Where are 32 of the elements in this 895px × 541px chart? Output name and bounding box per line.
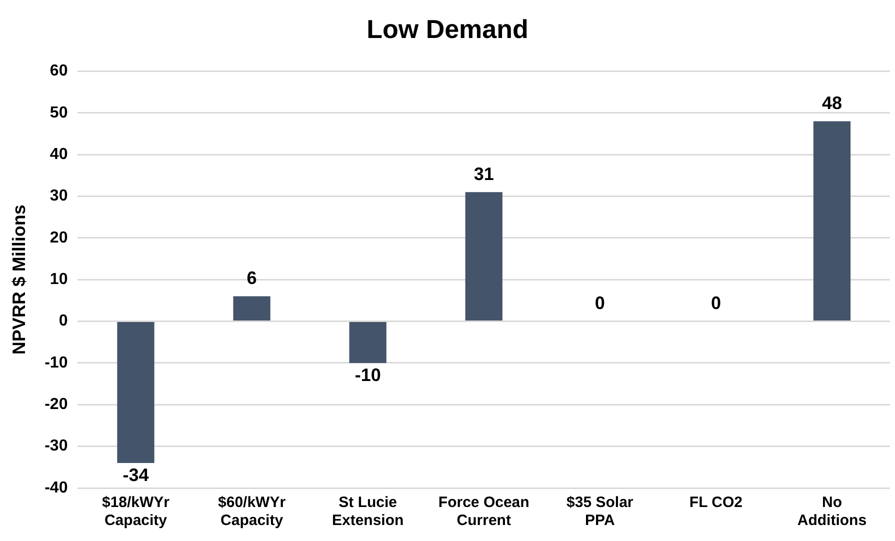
data-label: 31 — [474, 164, 494, 184]
x-tick-label: Force Ocean Current — [438, 494, 530, 530]
y-tick-label: 30 — [50, 188, 68, 205]
bar — [349, 322, 386, 363]
data-label: -34 — [122, 464, 149, 485]
data-label: 0 — [710, 293, 721, 314]
y-tick-label: -30 — [44, 438, 68, 455]
bar — [465, 192, 502, 321]
bar — [813, 121, 851, 321]
y-tick-label: 50 — [50, 104, 68, 122]
x-tick-label: $35 Solar PPA — [566, 494, 634, 530]
bar — [233, 296, 270, 321]
chart-title: Low Demand — [366, 14, 528, 44]
x-tick-label: FL CO2 — [689, 494, 742, 512]
x-tick-label: $60/kWYr Capacity — [218, 494, 286, 530]
data-label: -10 — [354, 364, 381, 385]
bar — [117, 322, 154, 463]
y-tick-label: 60 — [50, 62, 68, 80]
y-tick-label: -20 — [44, 396, 68, 414]
data-label: 0 — [594, 293, 605, 314]
data-label: 6 — [246, 268, 257, 288]
y-tick-label: 0 — [58, 312, 68, 330]
data-label: 48 — [822, 93, 842, 114]
x-tick-label: No Additions — [797, 494, 867, 530]
y-tick-label: -40 — [44, 479, 68, 496]
y-tick-label: 40 — [50, 146, 68, 163]
x-tick-label: St Lucie Extension — [332, 494, 404, 530]
x-tick-label: $18/kWYr Capacity — [102, 494, 170, 530]
y-tick-label: -10 — [44, 354, 68, 372]
y-axis-title: NPVRR $ Millions — [8, 204, 29, 355]
y-tick-label: 20 — [50, 229, 68, 246]
y-tick-label: 10 — [50, 271, 68, 288]
